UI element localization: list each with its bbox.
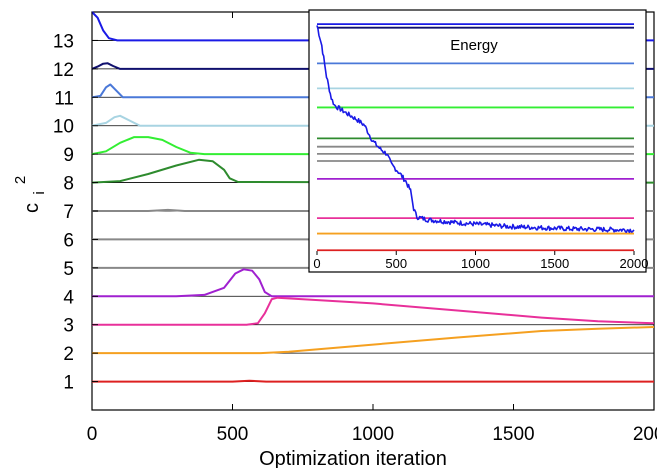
inset-x-tick-label-0: 0 <box>313 256 320 271</box>
y-axis-label-superscript: 2 <box>12 176 29 184</box>
x-tick-label-1000: 1000 <box>352 424 394 445</box>
series-state-2 <box>92 326 655 355</box>
series-state-8 <box>91 158 655 184</box>
series-state-10 <box>91 114 654 127</box>
inset-energy-levels <box>317 23 634 252</box>
y-tick-label-9: 9 <box>63 145 74 166</box>
inset-x-tick-label-2000: 2000 <box>620 256 649 271</box>
y-tick-label-7: 7 <box>63 202 74 223</box>
y-tick-label-6: 6 <box>63 230 74 251</box>
series-state-9 <box>91 136 654 156</box>
y-tick-label-2: 2 <box>63 344 74 365</box>
y-tick-label-10: 10 <box>53 117 74 138</box>
x-tick-label-1500: 1500 <box>492 424 534 445</box>
series-state-1 <box>92 379 654 383</box>
series-state-13 <box>91 11 654 42</box>
x-axis-label: Optimization iteration <box>259 448 447 468</box>
y-tick-label-13: 13 <box>53 31 74 52</box>
x-tick-label-2000: 2000 <box>633 424 657 445</box>
y-tick-label-12: 12 <box>53 60 74 81</box>
y-axis-label: c <box>21 203 43 213</box>
y-axis-label-subscript: i <box>31 191 48 194</box>
y-tick-label-4: 4 <box>63 287 74 308</box>
inset-title: Energy <box>450 37 498 54</box>
inset-x-tick-label-500: 500 <box>385 256 407 271</box>
series-state-11 <box>91 83 654 99</box>
y-tick-label-3: 3 <box>63 316 74 337</box>
inset-x-tick-label-1000: 1000 <box>461 256 490 271</box>
inset-plot-panel: 0 500 1000 1500 2000 Energy <box>308 9 648 273</box>
series-state-4 <box>92 268 654 298</box>
x-tick-label-500: 500 <box>217 424 249 445</box>
inset-energy-series-group <box>316 25 635 234</box>
inset-energy-line <box>316 25 635 234</box>
y-tick-label-5: 5 <box>63 259 74 280</box>
y-axis-label-base: c <box>21 203 43 213</box>
series-state-12 <box>91 62 654 70</box>
inset-x-tick-label-1500: 1500 <box>540 256 569 271</box>
x-tick-label-0: 0 <box>87 424 98 445</box>
main-x-ticks: 0 500 1000 1500 2000 <box>87 12 657 445</box>
y-tick-label-8: 8 <box>63 174 74 195</box>
y-tick-label-1: 1 <box>63 373 74 394</box>
inset-x-ticks: 0 500 1000 1500 2000 <box>313 251 648 271</box>
series-state-3 <box>92 296 655 326</box>
y-tick-label-11: 11 <box>54 88 74 109</box>
